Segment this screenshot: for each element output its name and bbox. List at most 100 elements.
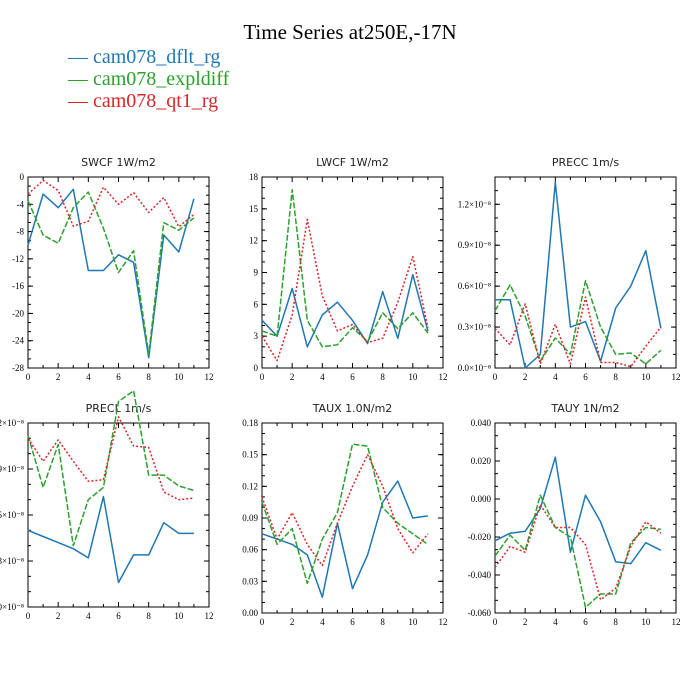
panel-title: SWCF 1W/m2 bbox=[81, 156, 156, 169]
x-tick-label: 10 bbox=[174, 611, 184, 621]
x-tick-label: 4 bbox=[553, 617, 558, 627]
y-tick-label: 0.000 bbox=[471, 494, 492, 504]
x-tick-label: 12 bbox=[205, 611, 214, 621]
series-line-cam078_expldiff bbox=[27, 390, 195, 547]
y-tick-label: 0.00 bbox=[242, 608, 258, 618]
y-tick-label: 0 bbox=[20, 172, 25, 182]
x-tick-label: 12 bbox=[205, 372, 214, 382]
panel-title: TAUY 1N/m2 bbox=[550, 402, 619, 415]
y-tick-label: -28 bbox=[12, 363, 24, 373]
legend-entry-qt1: — cam078_qt1_rg bbox=[68, 90, 219, 112]
x-tick-label: 6 bbox=[583, 372, 588, 382]
x-tick-label: 4 bbox=[86, 372, 91, 382]
y-tick-label: 0.0×10⁻⁸ bbox=[458, 363, 491, 373]
y-tick-label: 0.12 bbox=[242, 481, 258, 491]
series-line-cam078_qt1_rg bbox=[261, 453, 429, 567]
y-tick-label: 0.03 bbox=[242, 576, 258, 586]
y-tick-label: 0.3×10⁻⁸ bbox=[458, 322, 491, 332]
x-tick-label: 8 bbox=[380, 617, 385, 627]
panel-frame bbox=[494, 176, 677, 369]
x-tick-label: 12 bbox=[439, 617, 448, 627]
y-tick-label: 5×10⁻⁸ bbox=[0, 510, 24, 520]
y-tick-label: 0.9×10⁻⁸ bbox=[458, 240, 491, 250]
y-tick-label: -12 bbox=[12, 254, 24, 264]
panel-2: LWCF 1W/m2 0 2 4 6 8 10 12 0 3 6 9 12 15 18 bbox=[249, 156, 448, 382]
x-tick-label: 6 bbox=[350, 372, 355, 382]
y-tick-label: -0.060 bbox=[468, 608, 492, 618]
legend-entry-dflt: — cam078_dflt_rg bbox=[68, 46, 221, 68]
legend-label: cam078_expldiff bbox=[93, 68, 230, 90]
panel-title: LWCF 1W/m2 bbox=[316, 156, 389, 169]
x-tick-label: 10 bbox=[408, 372, 418, 382]
panel-title: TAUX 1.0N/m2 bbox=[312, 402, 393, 415]
x-tick-label: 6 bbox=[116, 611, 121, 621]
series-line-cam078_dflt_rg bbox=[495, 181, 662, 369]
series-line-cam078_expldiff bbox=[261, 443, 429, 585]
y-tick-label: 0.040 bbox=[471, 418, 492, 428]
panel-title: PRECL 1m/s bbox=[86, 402, 152, 415]
x-tick-label: 4 bbox=[320, 617, 325, 627]
y-tick-label: 15 bbox=[249, 204, 259, 214]
y-tick-label: 9 bbox=[254, 268, 259, 278]
series-line-cam078_dflt_rg bbox=[494, 456, 662, 565]
y-tick-label: -4 bbox=[17, 199, 25, 209]
panel-5: TAUX 1.0N/m2 0 2 4 6 8 10 12 0.00 0.03 0.06 0.09 0.1… bbox=[242, 402, 447, 627]
y-tick-label: -16 bbox=[12, 281, 24, 291]
y-tick-label: 0 bbox=[254, 363, 259, 373]
y-tick-label: 9×10⁻⁸ bbox=[0, 464, 24, 474]
y-tick-label: -24 bbox=[12, 336, 24, 346]
y-tick-label: 1.2×10⁻⁸ bbox=[458, 199, 491, 209]
x-tick-label: 8 bbox=[613, 617, 618, 627]
series-line-cam078_dflt_rg bbox=[261, 480, 429, 598]
series-line-cam078_dflt_rg bbox=[27, 495, 194, 584]
series-line-cam078_expldiff bbox=[494, 494, 661, 609]
x-tick-label: 8 bbox=[146, 611, 151, 621]
y-tick-label: 0.15 bbox=[242, 450, 258, 460]
x-tick-label: 8 bbox=[380, 372, 385, 382]
x-tick-label: 0 bbox=[26, 611, 31, 621]
panel-3: PRECC 1m/s 0 2 4 6 8 10 12 0.0×10⁻⁸ 0.3×10⁻⁸ 0.6×1… bbox=[458, 156, 681, 382]
y-tick-label: 0.18 bbox=[242, 418, 258, 428]
x-tick-label: 6 bbox=[350, 617, 355, 627]
x-tick-label: 12 bbox=[672, 617, 681, 627]
y-tick-label: -20 bbox=[12, 308, 24, 318]
y-tick-label: 18 bbox=[249, 172, 259, 182]
x-tick-label: 10 bbox=[408, 617, 418, 627]
legend-entry-expldiff: — cam078_expldiff bbox=[68, 68, 230, 90]
y-tick-label: 0.020 bbox=[471, 456, 492, 466]
x-tick-label: 10 bbox=[641, 617, 651, 627]
x-tick-label: 6 bbox=[116, 372, 121, 382]
x-tick-label: 2 bbox=[56, 611, 61, 621]
panel-frame bbox=[494, 422, 677, 614]
x-tick-label: 4 bbox=[86, 611, 91, 621]
series-line-cam078_dflt_rg bbox=[261, 273, 429, 348]
x-tick-label: 2 bbox=[523, 617, 528, 627]
series-line-cam078_qt1_rg bbox=[27, 179, 195, 228]
x-tick-label: 12 bbox=[672, 372, 681, 382]
legend-label: cam078_qt1_rg bbox=[93, 90, 219, 112]
y-tick-label: 0.06 bbox=[242, 545, 258, 555]
panel-title: PRECC 1m/s bbox=[552, 156, 620, 169]
x-tick-label: 4 bbox=[553, 372, 558, 382]
x-tick-label: 2 bbox=[290, 617, 295, 627]
legend-label: cam078_dflt_rg bbox=[93, 46, 221, 68]
series-line-cam078_expldiff bbox=[27, 191, 195, 356]
x-tick-label: 10 bbox=[641, 372, 651, 382]
figure-title: Time Series at250E,-17N bbox=[243, 20, 457, 44]
panel-4: PRECL 1m/s 0 2 4 6 8 10 12 0×10⁻⁸ 3×10⁻⁸ 5×10⁻⁸ 9×1… bbox=[0, 390, 214, 621]
x-tick-label: 2 bbox=[523, 372, 528, 382]
x-tick-label: 2 bbox=[290, 372, 295, 382]
y-tick-label: -0.040 bbox=[468, 570, 492, 580]
x-tick-label: 0 bbox=[26, 372, 31, 382]
series-line-cam078_qt1_rg bbox=[261, 218, 429, 362]
x-tick-label: 0 bbox=[493, 372, 498, 382]
x-tick-label: 12 bbox=[439, 372, 448, 382]
x-tick-label: 10 bbox=[174, 372, 184, 382]
y-tick-label: 6 bbox=[254, 299, 259, 309]
panel-6: TAUY 1N/m2 0 2 4 6 8 10 12 0.040 0.020 0.000 -0.020… bbox=[468, 402, 681, 627]
series-line-cam078_qt1_rg bbox=[494, 503, 662, 601]
y-tick-label: 0×10⁻⁸ bbox=[0, 602, 24, 612]
x-tick-label: 8 bbox=[613, 372, 618, 382]
x-tick-label: 2 bbox=[56, 372, 61, 382]
